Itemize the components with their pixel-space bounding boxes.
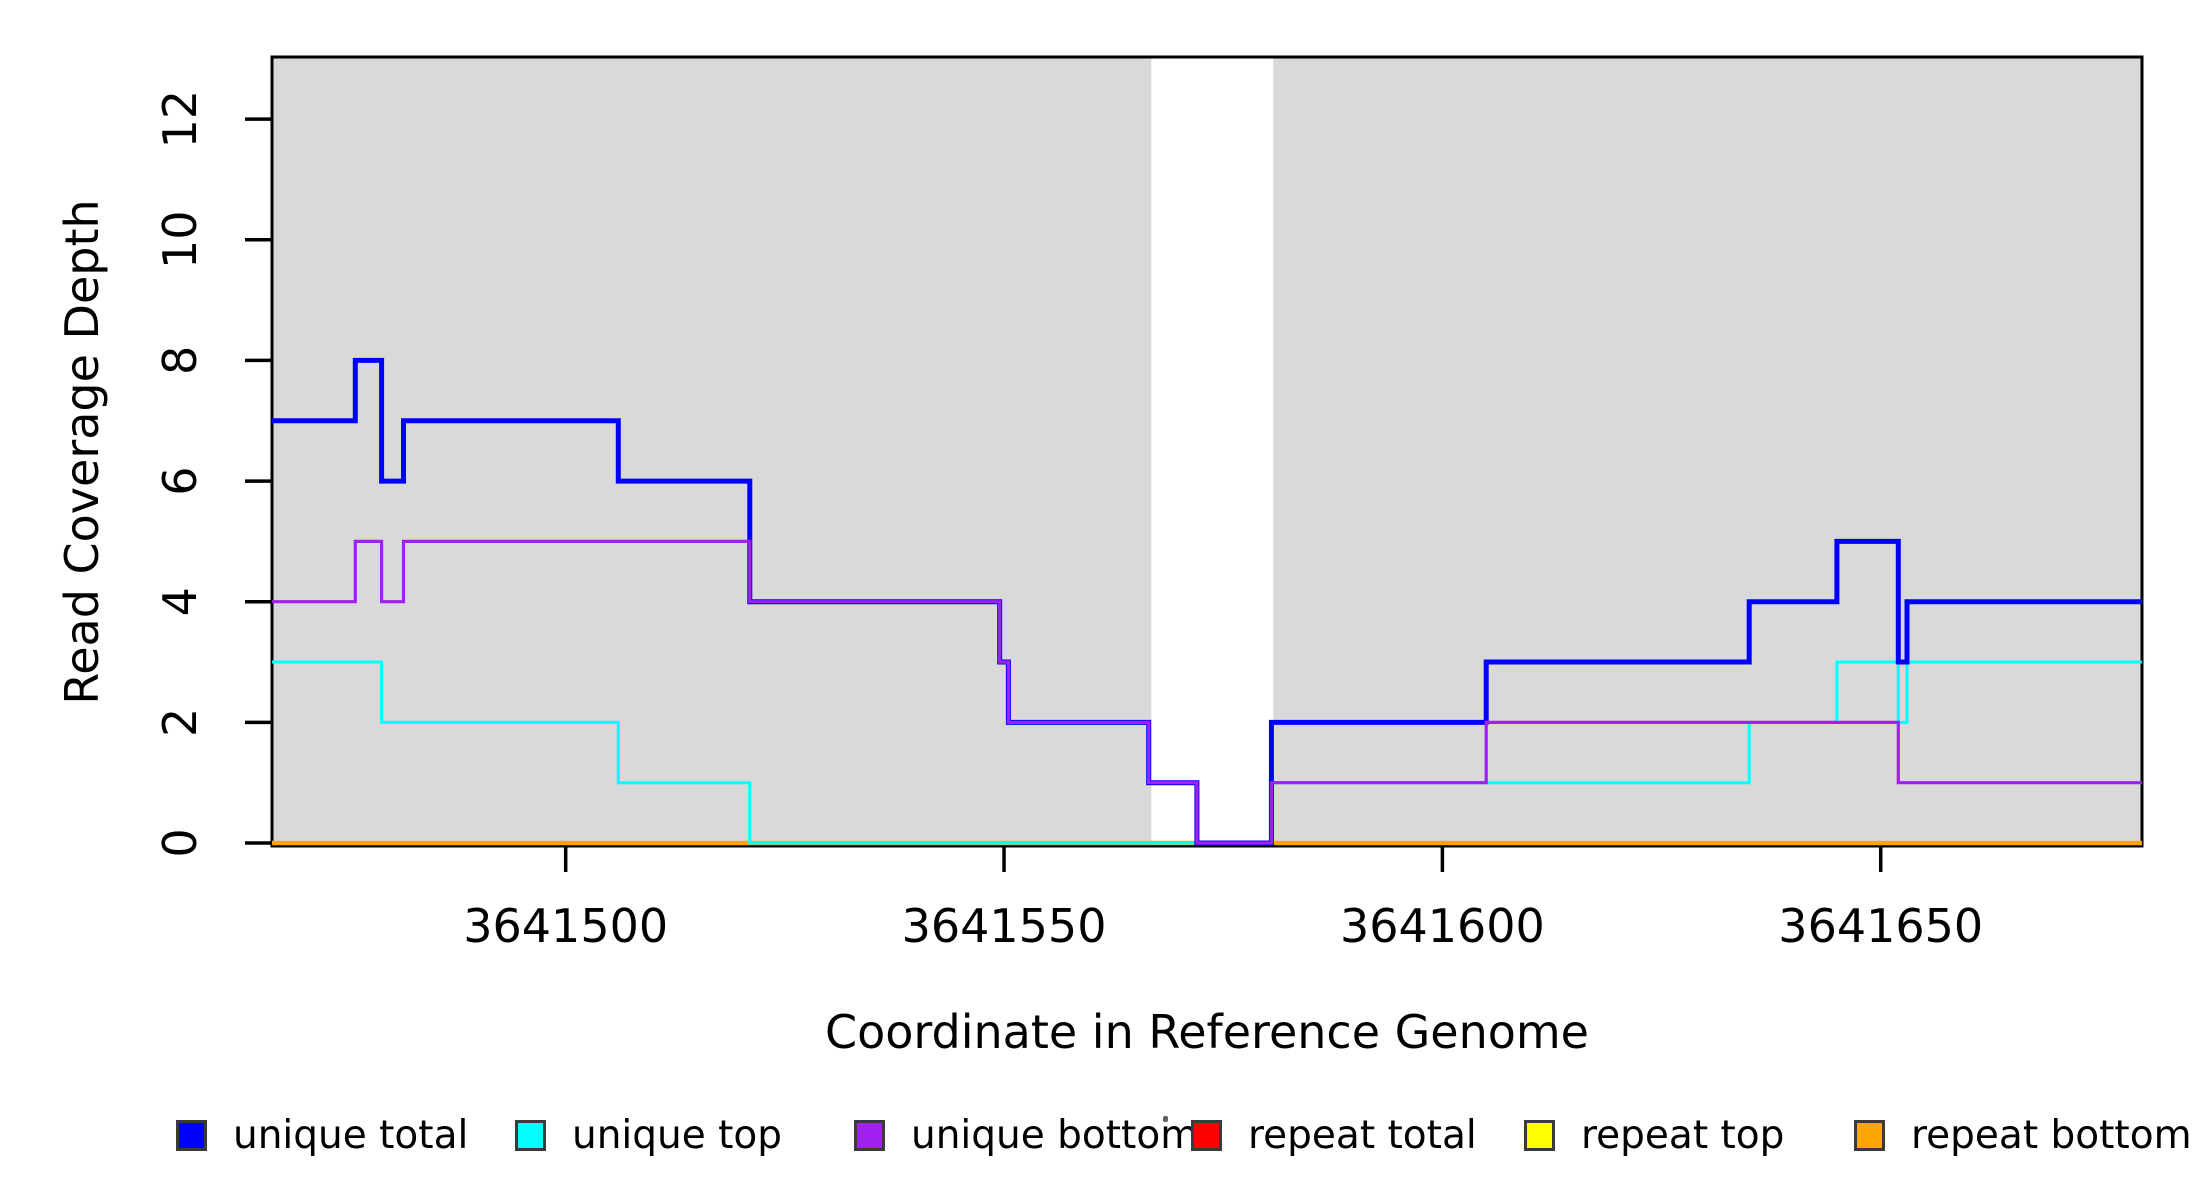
y-tick-label: 0 xyxy=(153,828,207,857)
series-line-unique-bottom xyxy=(272,539,2142,845)
legend-item-unique-top: unique top xyxy=(515,1113,782,1158)
x-tick-label: 3641500 xyxy=(463,899,668,953)
y-axis-title: Read Coverage Depth xyxy=(55,199,109,705)
x-tick-label: 3641650 xyxy=(1778,899,1983,953)
legend-label: unique top xyxy=(572,1112,783,1158)
legend-item-repeat-top: repeat top xyxy=(1524,1113,1784,1158)
legend-swatch-repeat-total xyxy=(1191,1119,1222,1151)
shaded-alignment-region xyxy=(1273,57,2142,846)
y-tick-label: 6 xyxy=(153,466,207,495)
legend-swatch-unique-top xyxy=(515,1119,546,1151)
x-tick-label: 3641550 xyxy=(902,899,1107,953)
y-tick-label: 2 xyxy=(153,708,207,737)
legend-item-unique-bottom: unique bottom xyxy=(854,1113,1198,1158)
y-tick-label: 10 xyxy=(153,211,207,270)
legend-swatch-repeat-bottom xyxy=(1854,1119,1885,1151)
legend-swatch-unique-bottom xyxy=(854,1119,885,1151)
legend-label: repeat total xyxy=(1248,1112,1477,1158)
x-axis-title: Coordinate in Reference Genome xyxy=(825,1005,1589,1059)
shaded-alignment-region xyxy=(272,57,1152,846)
plot-box xyxy=(270,55,2144,848)
legend-label: repeat bottom xyxy=(1911,1112,2192,1158)
legend-swatch-unique-total xyxy=(176,1119,207,1151)
legend-item-unique-total: unique total xyxy=(176,1113,468,1158)
legend-item-repeat-total: repeat total xyxy=(1191,1113,1477,1158)
legend-swatch-repeat-top xyxy=(1524,1119,1555,1151)
stray-mark-artifact xyxy=(1163,1116,1168,1122)
y-tick-label: 8 xyxy=(153,346,207,375)
legend-label: unique total xyxy=(233,1112,469,1158)
y-tick-label: 4 xyxy=(153,587,207,616)
legend-item-repeat-bottom: repeat bottom xyxy=(1854,1113,2192,1158)
legend-label: repeat top xyxy=(1581,1112,1785,1158)
y-tick-label: 12 xyxy=(153,90,207,149)
x-tick-label: 3641600 xyxy=(1340,899,1545,953)
legend-label: unique bottom xyxy=(911,1112,1199,1158)
